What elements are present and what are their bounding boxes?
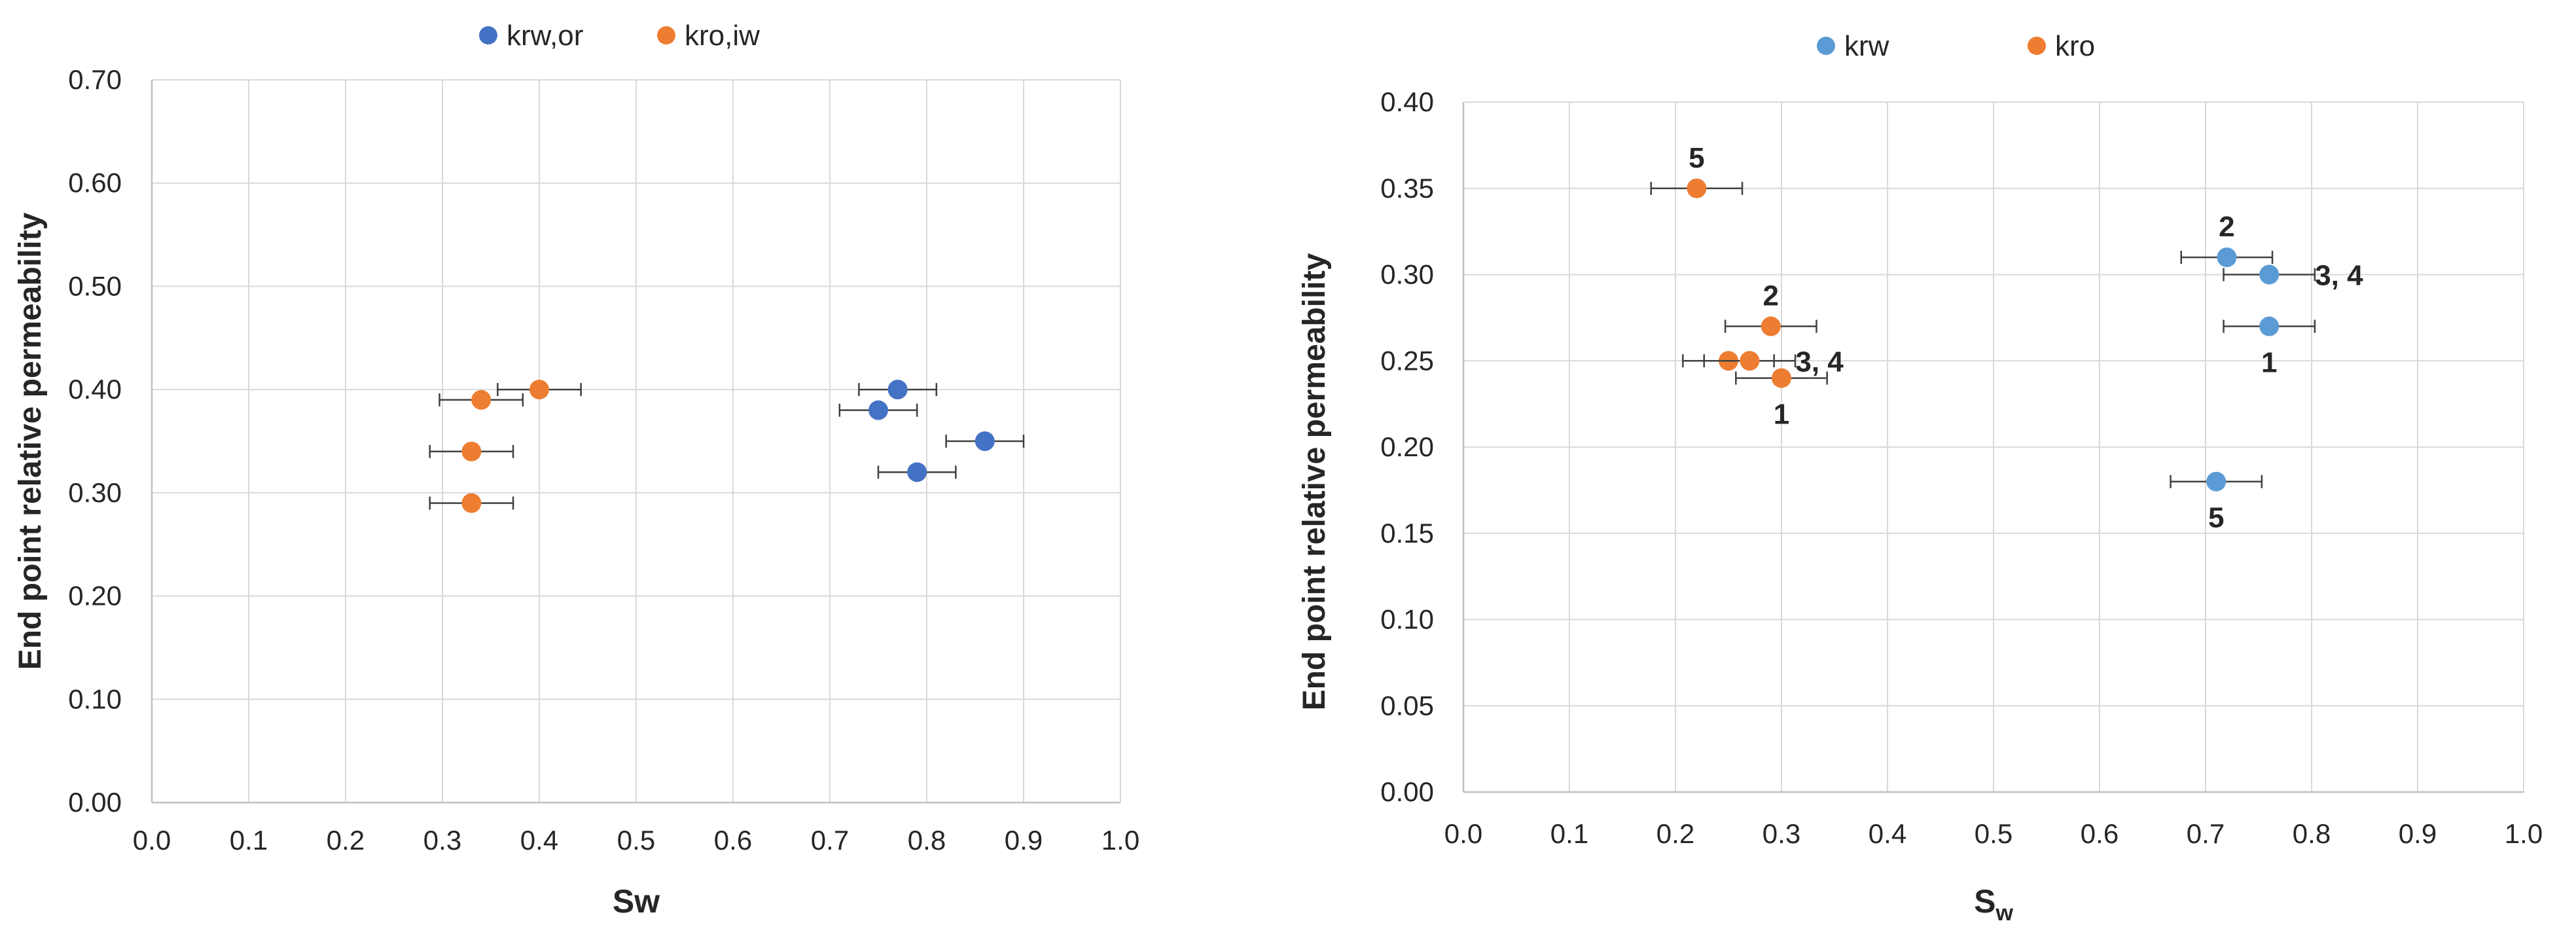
y-tick-label: 0.25 bbox=[1380, 345, 1434, 376]
y-axis-title: End point relative permeability bbox=[1297, 253, 1332, 710]
point-annotation: 1 bbox=[1774, 399, 1789, 431]
y-tick-label: 0.40 bbox=[68, 374, 122, 405]
y-tick-label: 0.60 bbox=[68, 168, 122, 198]
point-annotation: 5 bbox=[2208, 502, 2224, 534]
x-tick-label: 0.9 bbox=[1005, 825, 1043, 856]
point-annotation: 2 bbox=[1763, 280, 1779, 312]
x-tick-label: 0.1 bbox=[1550, 818, 1588, 849]
x-tick-label: 0.2 bbox=[1656, 818, 1694, 849]
data-point bbox=[868, 400, 888, 420]
legend-marker bbox=[479, 26, 497, 45]
data-point bbox=[2259, 264, 2280, 285]
x-tick-label: 0.7 bbox=[811, 825, 849, 856]
legend-item: krw bbox=[1817, 30, 1889, 62]
legend-label: kro bbox=[2055, 30, 2095, 62]
data-point bbox=[461, 441, 482, 461]
legend-item: krw,or bbox=[479, 20, 583, 52]
y-tick-label: 0.05 bbox=[1380, 690, 1434, 721]
data-point bbox=[1761, 316, 1781, 336]
y-tick-label: 0.30 bbox=[68, 477, 122, 508]
chart-left: 0.0 0.1 0.2 0.3 0.4 0.5 0.6 0.7 0.8 0.9 1.0 0.00 0.1… bbox=[13, 20, 1139, 920]
y-tick-label: 0.70 bbox=[68, 64, 122, 95]
x-tick-label: 0.8 bbox=[908, 825, 946, 856]
x-tick-label: 0.2 bbox=[327, 825, 365, 856]
x-tick-label: 1.0 bbox=[2505, 818, 2543, 849]
x-tick-label: 0.8 bbox=[2293, 818, 2331, 849]
point-annotation: 3, 4 bbox=[1795, 346, 1844, 378]
point-annotation: 3, 4 bbox=[2315, 260, 2363, 292]
y-tick-label: 0.10 bbox=[68, 683, 122, 714]
data-point bbox=[471, 389, 492, 410]
x-axis-title-subscript: w bbox=[1995, 901, 2013, 926]
data-point bbox=[461, 493, 482, 513]
point-annotation: 5 bbox=[1689, 142, 1704, 174]
legend-label: krw bbox=[1844, 30, 1889, 62]
legend-marker bbox=[657, 26, 675, 45]
data-point bbox=[1740, 351, 1760, 371]
legend-item: kro bbox=[2028, 30, 2095, 62]
y-tick-label: 0.15 bbox=[1380, 518, 1434, 549]
x-tick-label: 0.3 bbox=[1762, 818, 1800, 849]
data-point bbox=[887, 380, 908, 400]
point-annotation: 1 bbox=[2261, 347, 2277, 379]
x-tick-label: 0.9 bbox=[2399, 818, 2437, 849]
legend-label: kro,iw bbox=[685, 20, 760, 52]
y-axis-title: End point relative permeability bbox=[13, 212, 48, 670]
series-krw-or bbox=[838, 380, 1025, 482]
series-krw bbox=[2170, 247, 2316, 492]
data-point bbox=[2206, 471, 2227, 492]
data-point bbox=[975, 431, 995, 451]
data-point bbox=[907, 462, 927, 482]
x-tick-label: 0.7 bbox=[2187, 818, 2225, 849]
data-point bbox=[1687, 178, 1707, 198]
y-tick-label: 0.00 bbox=[1380, 776, 1434, 807]
x-tick-label: 0.6 bbox=[714, 825, 752, 856]
y-tick-label: 0.20 bbox=[1380, 431, 1434, 462]
x-tick-label: 0.4 bbox=[520, 825, 558, 856]
y-tick-label: 0.40 bbox=[1380, 86, 1434, 117]
data-point bbox=[2217, 247, 2237, 268]
x-axis-title: Sw bbox=[613, 883, 660, 920]
series-kro bbox=[1650, 178, 1828, 388]
y-tick-label: 0.50 bbox=[68, 270, 122, 301]
x-tick-label: 0.1 bbox=[230, 825, 268, 856]
x-tick-label: 1.0 bbox=[1101, 825, 1139, 856]
y-tick-label: 0.10 bbox=[1380, 604, 1434, 635]
y-tick-label: 0.20 bbox=[68, 581, 122, 611]
y-tick-label: 0.30 bbox=[1380, 259, 1434, 290]
x-tick-label: 0.5 bbox=[1975, 818, 2012, 849]
legend-marker bbox=[1817, 37, 1835, 55]
legend-marker bbox=[2028, 37, 2046, 55]
x-tick-label: 0.6 bbox=[2081, 818, 2119, 849]
x-tick-label: 0.3 bbox=[423, 825, 461, 856]
x-tick-label: 0.5 bbox=[617, 825, 655, 856]
data-point bbox=[1772, 368, 1791, 388]
data-point bbox=[2259, 316, 2280, 336]
y-tick-label: 0.35 bbox=[1380, 173, 1434, 204]
x-tick-label: 0.0 bbox=[133, 825, 171, 856]
data-point bbox=[529, 380, 549, 400]
legend-item: kro,iw bbox=[657, 20, 760, 52]
y-tick-label: 0.00 bbox=[68, 787, 122, 818]
point-annotation: 2 bbox=[2219, 211, 2234, 243]
series-kro-iw bbox=[429, 380, 582, 513]
legend-label: krw,or bbox=[507, 20, 583, 52]
x-tick-label: 0.4 bbox=[1869, 818, 1906, 849]
x-tick-label: 0.0 bbox=[1444, 818, 1482, 849]
chart-right: 0.0 0.1 0.2 0.3 0.4 0.5 0.6 0.7 0.8 0.9 1.0 0.00 0.0… bbox=[1297, 30, 2543, 926]
